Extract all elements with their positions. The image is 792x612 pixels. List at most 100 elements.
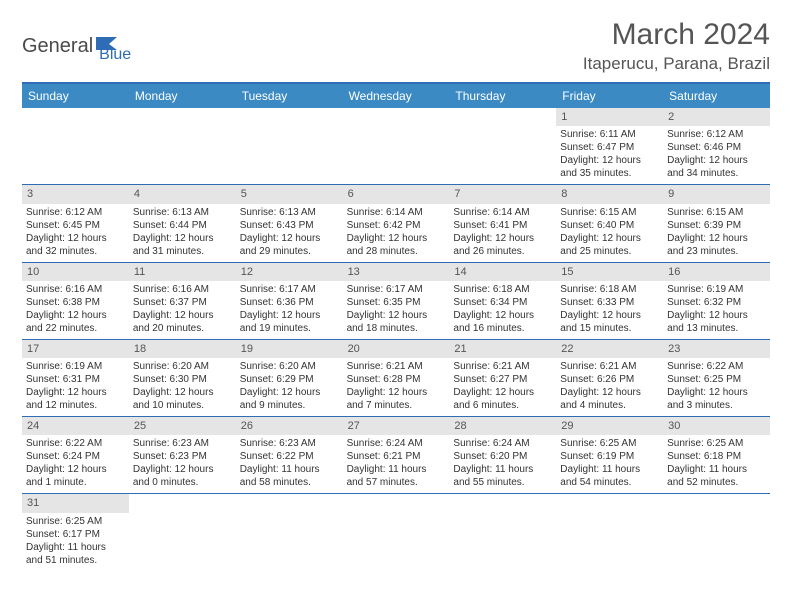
day-number: 21 bbox=[449, 340, 556, 358]
day-line: Sunrise: 6:17 AM bbox=[347, 283, 446, 296]
day-line: Sunrise: 6:15 AM bbox=[560, 206, 659, 219]
weekday-row: SundayMondayTuesdayWednesdayThursdayFrid… bbox=[22, 84, 770, 108]
day-line: Sunrise: 6:22 AM bbox=[26, 437, 125, 450]
day-line: and 22 minutes. bbox=[26, 322, 125, 335]
day-body: Sunrise: 6:15 AMSunset: 6:39 PMDaylight:… bbox=[663, 204, 770, 262]
day-number: 18 bbox=[129, 340, 236, 358]
day-body: Sunrise: 6:14 AMSunset: 6:42 PMDaylight:… bbox=[343, 204, 450, 262]
day-body: Sunrise: 6:21 AMSunset: 6:26 PMDaylight:… bbox=[556, 358, 663, 416]
day-line: Sunset: 6:25 PM bbox=[667, 373, 766, 386]
day-cell bbox=[129, 494, 236, 570]
day-line: Sunrise: 6:20 AM bbox=[240, 360, 339, 373]
day-number: 30 bbox=[663, 417, 770, 435]
day-cell: 6Sunrise: 6:14 AMSunset: 6:42 PMDaylight… bbox=[343, 185, 450, 261]
day-cell: 25Sunrise: 6:23 AMSunset: 6:23 PMDayligh… bbox=[129, 417, 236, 493]
day-line: Sunrise: 6:22 AM bbox=[667, 360, 766, 373]
day-cell: 13Sunrise: 6:17 AMSunset: 6:35 PMDayligh… bbox=[343, 263, 450, 339]
day-line: Daylight: 12 hours bbox=[347, 232, 446, 245]
day-body: Sunrise: 6:23 AMSunset: 6:23 PMDaylight:… bbox=[129, 435, 236, 493]
day-number: 27 bbox=[343, 417, 450, 435]
day-line: Daylight: 12 hours bbox=[453, 309, 552, 322]
weekday-header: Friday bbox=[556, 84, 663, 108]
day-number: 12 bbox=[236, 263, 343, 281]
day-body: Sunrise: 6:12 AMSunset: 6:46 PMDaylight:… bbox=[663, 126, 770, 184]
day-number: 13 bbox=[343, 263, 450, 281]
day-line: Daylight: 12 hours bbox=[133, 309, 232, 322]
day-number: 1 bbox=[556, 108, 663, 126]
day-number: 6 bbox=[343, 185, 450, 203]
day-body: Sunrise: 6:25 AMSunset: 6:17 PMDaylight:… bbox=[22, 513, 129, 571]
day-line: Sunset: 6:31 PM bbox=[26, 373, 125, 386]
day-number: 31 bbox=[22, 494, 129, 512]
day-line: and 18 minutes. bbox=[347, 322, 446, 335]
day-line: Daylight: 12 hours bbox=[560, 232, 659, 245]
day-number: 7 bbox=[449, 185, 556, 203]
day-number: 28 bbox=[449, 417, 556, 435]
day-line: Sunrise: 6:12 AM bbox=[26, 206, 125, 219]
day-body: Sunrise: 6:19 AMSunset: 6:31 PMDaylight:… bbox=[22, 358, 129, 416]
day-body: Sunrise: 6:18 AMSunset: 6:34 PMDaylight:… bbox=[449, 281, 556, 339]
day-line: Daylight: 12 hours bbox=[560, 309, 659, 322]
day-cell bbox=[343, 108, 450, 184]
day-line: and 20 minutes. bbox=[133, 322, 232, 335]
day-line: and 52 minutes. bbox=[667, 476, 766, 489]
day-cell bbox=[129, 108, 236, 184]
day-line: Sunset: 6:34 PM bbox=[453, 296, 552, 309]
day-number: 14 bbox=[449, 263, 556, 281]
day-body: Sunrise: 6:20 AMSunset: 6:30 PMDaylight:… bbox=[129, 358, 236, 416]
day-line: Sunset: 6:24 PM bbox=[26, 450, 125, 463]
day-line: and 58 minutes. bbox=[240, 476, 339, 489]
title-block: March 2024 Itaperucu, Parana, Brazil bbox=[583, 18, 770, 74]
day-line: and 9 minutes. bbox=[240, 399, 339, 412]
day-number: 10 bbox=[22, 263, 129, 281]
calendar: SundayMondayTuesdayWednesdayThursdayFrid… bbox=[22, 82, 770, 571]
day-cell: 28Sunrise: 6:24 AMSunset: 6:20 PMDayligh… bbox=[449, 417, 556, 493]
day-line: and 54 minutes. bbox=[560, 476, 659, 489]
day-line: Daylight: 12 hours bbox=[133, 386, 232, 399]
day-number: 26 bbox=[236, 417, 343, 435]
day-line: Sunset: 6:35 PM bbox=[347, 296, 446, 309]
day-line: Sunrise: 6:15 AM bbox=[667, 206, 766, 219]
day-number: 23 bbox=[663, 340, 770, 358]
day-line: Daylight: 11 hours bbox=[347, 463, 446, 476]
day-line: Sunrise: 6:25 AM bbox=[26, 515, 125, 528]
day-number: 22 bbox=[556, 340, 663, 358]
day-line: Sunrise: 6:21 AM bbox=[453, 360, 552, 373]
day-line: Sunset: 6:20 PM bbox=[453, 450, 552, 463]
day-line: and 51 minutes. bbox=[26, 554, 125, 567]
day-line: Sunset: 6:30 PM bbox=[133, 373, 232, 386]
day-line: and 4 minutes. bbox=[560, 399, 659, 412]
day-number: 16 bbox=[663, 263, 770, 281]
day-cell: 8Sunrise: 6:15 AMSunset: 6:40 PMDaylight… bbox=[556, 185, 663, 261]
day-cell: 1Sunrise: 6:11 AMSunset: 6:47 PMDaylight… bbox=[556, 108, 663, 184]
day-line: Daylight: 11 hours bbox=[667, 463, 766, 476]
day-body: Sunrise: 6:14 AMSunset: 6:41 PMDaylight:… bbox=[449, 204, 556, 262]
day-number: 20 bbox=[343, 340, 450, 358]
day-cell: 24Sunrise: 6:22 AMSunset: 6:24 PMDayligh… bbox=[22, 417, 129, 493]
day-line: Daylight: 12 hours bbox=[453, 232, 552, 245]
day-cell: 14Sunrise: 6:18 AMSunset: 6:34 PMDayligh… bbox=[449, 263, 556, 339]
day-line: Daylight: 12 hours bbox=[667, 309, 766, 322]
day-line: Sunset: 6:37 PM bbox=[133, 296, 232, 309]
weekday-header: Monday bbox=[129, 84, 236, 108]
day-line: and 23 minutes. bbox=[667, 245, 766, 258]
day-line: and 13 minutes. bbox=[667, 322, 766, 335]
day-number: 3 bbox=[22, 185, 129, 203]
day-body: Sunrise: 6:24 AMSunset: 6:21 PMDaylight:… bbox=[343, 435, 450, 493]
day-number: 17 bbox=[22, 340, 129, 358]
day-body: Sunrise: 6:21 AMSunset: 6:27 PMDaylight:… bbox=[449, 358, 556, 416]
day-line: Sunrise: 6:13 AM bbox=[240, 206, 339, 219]
day-cell: 10Sunrise: 6:16 AMSunset: 6:38 PMDayligh… bbox=[22, 263, 129, 339]
day-cell: 30Sunrise: 6:25 AMSunset: 6:18 PMDayligh… bbox=[663, 417, 770, 493]
header: General Blue March 2024 Itaperucu, Paran… bbox=[22, 18, 770, 74]
day-line: and 57 minutes. bbox=[347, 476, 446, 489]
day-line: Sunrise: 6:21 AM bbox=[560, 360, 659, 373]
day-line: Daylight: 11 hours bbox=[560, 463, 659, 476]
day-line: Sunset: 6:41 PM bbox=[453, 219, 552, 232]
day-cell: 29Sunrise: 6:25 AMSunset: 6:19 PMDayligh… bbox=[556, 417, 663, 493]
day-body: Sunrise: 6:19 AMSunset: 6:32 PMDaylight:… bbox=[663, 281, 770, 339]
day-cell: 21Sunrise: 6:21 AMSunset: 6:27 PMDayligh… bbox=[449, 340, 556, 416]
day-body: Sunrise: 6:15 AMSunset: 6:40 PMDaylight:… bbox=[556, 204, 663, 262]
day-line: Sunrise: 6:19 AM bbox=[26, 360, 125, 373]
day-line: Sunrise: 6:24 AM bbox=[347, 437, 446, 450]
